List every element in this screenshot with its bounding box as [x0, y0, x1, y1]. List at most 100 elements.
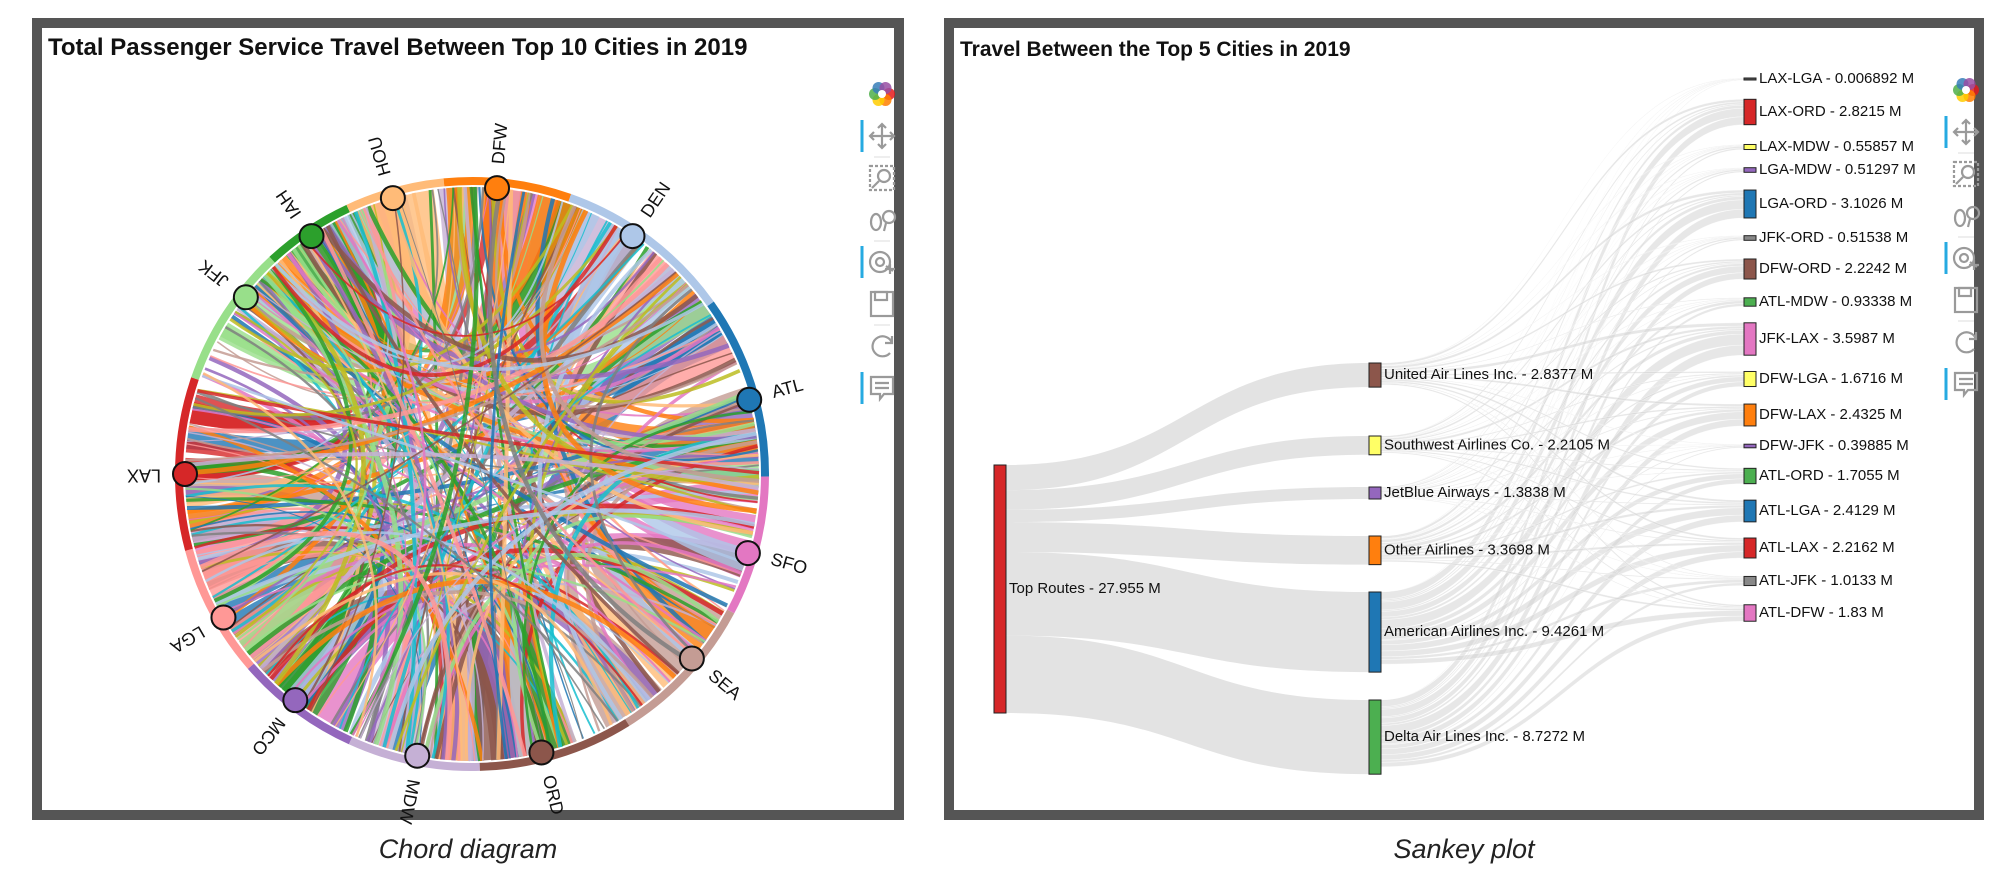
chord-link — [469, 186, 564, 747]
sankey-node-r4[interactable] — [1743, 167, 1757, 173]
wheel-zoom-icon[interactable] — [1953, 205, 1981, 228]
node-dfw[interactable] — [484, 175, 511, 202]
node-mco[interactable] — [282, 687, 309, 714]
node-label-sea: SEA — [705, 665, 745, 703]
sankey-node-r1[interactable] — [1743, 77, 1757, 81]
node-jfk[interactable] — [232, 284, 259, 311]
sankey-label-r11: DFW-LAX - 2.4325 M — [1759, 406, 1902, 423]
chord-link — [443, 188, 736, 590]
sankey-link-oo-r1 — [1380, 78, 1745, 537]
sankey-node-r5[interactable] — [1743, 189, 1757, 219]
node-lax[interactable] — [172, 461, 198, 487]
node-hou[interactable] — [379, 185, 406, 212]
chord-link — [184, 452, 760, 490]
sankey-node-r17[interactable] — [1743, 604, 1757, 622]
node-label-iah: IAH — [272, 186, 305, 222]
hover-icon[interactable] — [1944, 368, 1979, 400]
chord-link — [263, 273, 404, 746]
sankey-node-r7[interactable] — [1743, 258, 1757, 280]
node-lga[interactable] — [210, 604, 237, 631]
sankey-link-top-dl — [1006, 635, 1369, 775]
node-ord[interactable] — [528, 739, 555, 766]
sankey-node-top[interactable] — [993, 464, 1007, 714]
sankey-node-r6[interactable] — [1743, 235, 1757, 241]
node-mdw[interactable] — [404, 742, 431, 769]
sankey-node-r10[interactable] — [1743, 370, 1757, 388]
chord-diagram[interactable]: ATL SFO SEA ORD MDW MCO LGA LAX JFK IAH HOU DFW DEN — [42, 28, 894, 825]
sankey-node-wn[interactable] — [1368, 435, 1382, 456]
chord-link — [201, 374, 746, 565]
chord-link — [185, 487, 427, 756]
box-zoom-icon[interactable] — [868, 164, 896, 192]
sankey-node-r8[interactable] — [1743, 297, 1757, 307]
chord-link — [304, 231, 628, 337]
hover-icon[interactable] — [860, 372, 895, 404]
sankey-node-oo[interactable] — [1368, 535, 1382, 566]
sankey-caption: Sankey plot — [1393, 834, 1535, 864]
chord-link — [398, 196, 544, 753]
sankey-node-r12[interactable] — [1743, 443, 1757, 449]
chord-link — [266, 270, 366, 685]
tap-icon[interactable] — [1944, 242, 1979, 274]
sankey-label-aa: American Airlines Inc. - 9.4261 M — [1384, 623, 1604, 640]
sankey-label-r3: LAX-MDW - 0.55857 M — [1759, 138, 1914, 155]
chord-ribbon — [482, 187, 759, 453]
chord-link — [300, 452, 759, 706]
node-label-lga: LGA — [167, 622, 208, 657]
node-label-hou: HOU — [364, 134, 394, 178]
sankey-node-dl[interactable] — [1368, 699, 1382, 775]
sankey-node-r13[interactable] — [1743, 467, 1757, 485]
chord-link — [274, 263, 705, 371]
chord-link — [320, 227, 699, 363]
sankey-node-b6[interactable] — [1368, 486, 1382, 500]
sankey-title: Travel Between the Top 5 Cities in 2019 — [960, 38, 1351, 61]
tap-icon[interactable] — [860, 246, 895, 278]
node-label-atl: ATL — [769, 374, 805, 402]
box-zoom-icon[interactable] — [1952, 160, 1980, 188]
node-den[interactable] — [619, 223, 646, 250]
sankey-link-top-wn — [1006, 436, 1369, 510]
sankey-node-r3[interactable] — [1743, 143, 1757, 151]
sankey-node-ua[interactable] — [1368, 362, 1382, 388]
sankey-label-r8: ATL-MDW - 0.93338 M — [1759, 293, 1912, 310]
wheel-zoom-icon[interactable] — [869, 209, 897, 232]
sankey-node-r9[interactable] — [1743, 322, 1757, 356]
sankey-node-r16[interactable] — [1743, 575, 1757, 587]
chord-link — [309, 197, 405, 712]
sankey-node-r11[interactable] — [1743, 403, 1757, 427]
chord-link — [537, 248, 653, 721]
save-icon[interactable] — [869, 290, 895, 318]
chord-link — [199, 531, 453, 761]
sankey-node-r14[interactable] — [1743, 499, 1757, 523]
sankey-node-aa[interactable] — [1368, 591, 1382, 673]
sankey-label-r10: DFW-LGA - 1.6716 M — [1759, 370, 1903, 387]
reset-icon[interactable] — [871, 335, 894, 358]
pan-icon[interactable] — [1944, 116, 1980, 148]
sankey-label-r6: JFK-ORD - 0.51538 M — [1759, 229, 1908, 246]
chord-arc-atl — [707, 301, 769, 477]
pan-icon[interactable] — [860, 120, 896, 152]
chord-ribbon — [563, 221, 750, 572]
sankey-diagram[interactable]: Top Routes - 27.955 M United Air Lines In… — [954, 28, 1974, 810]
node-iah[interactable] — [298, 223, 325, 250]
reset-icon[interactable] — [1955, 331, 1978, 354]
chord-link — [389, 198, 751, 417]
chord-arc-jfk — [191, 256, 275, 380]
sankey-node-r2[interactable] — [1743, 98, 1757, 126]
sankey-node-r15[interactable] — [1743, 537, 1757, 559]
chord-link — [488, 191, 526, 760]
chord-link — [197, 389, 760, 475]
sankey-label-r13: ATL-ORD - 1.7055 M — [1759, 467, 1900, 484]
chord-link — [539, 205, 760, 483]
chord-link — [243, 192, 531, 378]
node-sea[interactable] — [678, 645, 705, 672]
chord-link — [388, 431, 757, 750]
logo-icon — [869, 81, 895, 107]
save-icon[interactable] — [1953, 286, 1979, 314]
chord-link — [192, 408, 671, 683]
chord-title: Total Passenger Service Travel Between T… — [48, 34, 748, 61]
node-sfo[interactable] — [734, 540, 761, 567]
node-label-mco: MCO — [248, 714, 290, 759]
node-atl[interactable] — [736, 386, 763, 413]
chord-links — [184, 186, 760, 762]
